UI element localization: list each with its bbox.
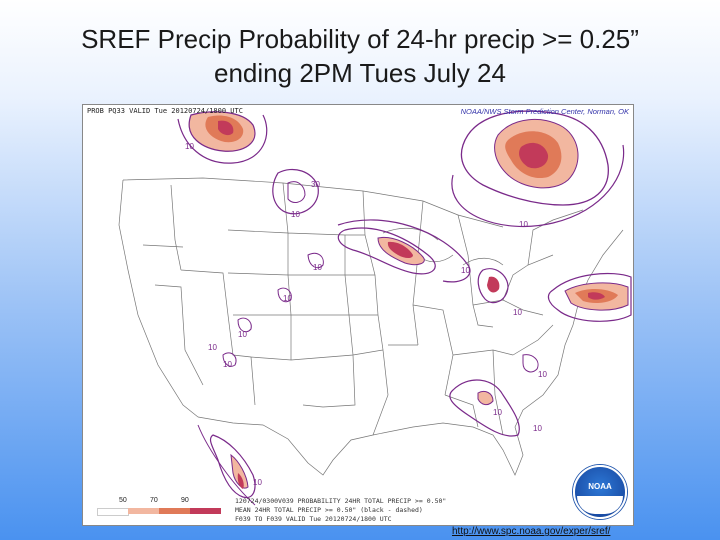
- map-footer-line-2: MEAN 24HR TOTAL PRECIP >= 0.50" (black -…: [235, 506, 423, 514]
- contour-label: 10: [208, 343, 217, 352]
- map-header-valid: PROB PQ33 VALID Tue 20120724/1800 UTC: [87, 107, 243, 115]
- map-footer-line-1: 120724/0300V039 PROBABILITY 24HR TOTAL P…: [235, 497, 447, 505]
- contour-label: 10: [513, 308, 522, 317]
- noaa-logo-text: NOAA: [588, 482, 612, 491]
- map-footer-line-3: F039 TO F039 VALID Tue 20120724/1800 UTC: [235, 515, 392, 523]
- legend-swatch: [128, 508, 159, 514]
- sref-url-link[interactable]: http://www.spc.noaa.gov/exper/sref/: [452, 526, 611, 537]
- contour-labels: 10 30 10 10 10 10 10 10 10 10 10 10 10 1…: [185, 142, 547, 487]
- contour-label: 10: [238, 330, 247, 339]
- title-line-2: ending 2PM Tues July 24: [214, 58, 506, 88]
- contour-label: 10: [283, 294, 292, 303]
- legend-label: 70: [150, 497, 158, 504]
- contour-label: 10: [223, 360, 232, 369]
- map-graphic: 10 30 10 10 10 10 10 10 10 10 10 10 10 1…: [118, 110, 632, 506]
- noaa-logo-wave: [577, 496, 623, 514]
- map-header-credit: NOAA/NWS Storm Prediction Center, Norman…: [460, 107, 629, 116]
- legend-label: 90: [181, 497, 189, 504]
- noaa-logo: NOAA: [573, 465, 627, 519]
- legend-swatch: [97, 508, 129, 516]
- contour-label: 30: [311, 180, 320, 189]
- contour-label: 10: [493, 408, 502, 417]
- contour-label: 10: [253, 478, 262, 487]
- legend-swatch: [159, 508, 190, 514]
- contour-label: 10: [538, 370, 547, 379]
- contour-label: 10: [291, 210, 300, 219]
- forecast-map: 10 30 10 10 10 10 10 10 10 10 10 10 10 1…: [82, 104, 634, 526]
- state-boundaries: [118, 177, 624, 476]
- contour-label: 10: [533, 424, 542, 433]
- probability-areas: [177, 110, 632, 506]
- contour-label: 10: [185, 142, 194, 151]
- contour-label: 10: [461, 266, 470, 275]
- contour-label: 10: [519, 220, 528, 229]
- legend-label: 50: [119, 497, 127, 504]
- slide-title: SREF Precip Probability of 24-hr precip …: [0, 22, 720, 90]
- title-line-1: SREF Precip Probability of 24-hr precip …: [81, 24, 639, 54]
- contour-label: 10: [313, 263, 322, 272]
- legend-swatch: [190, 508, 221, 514]
